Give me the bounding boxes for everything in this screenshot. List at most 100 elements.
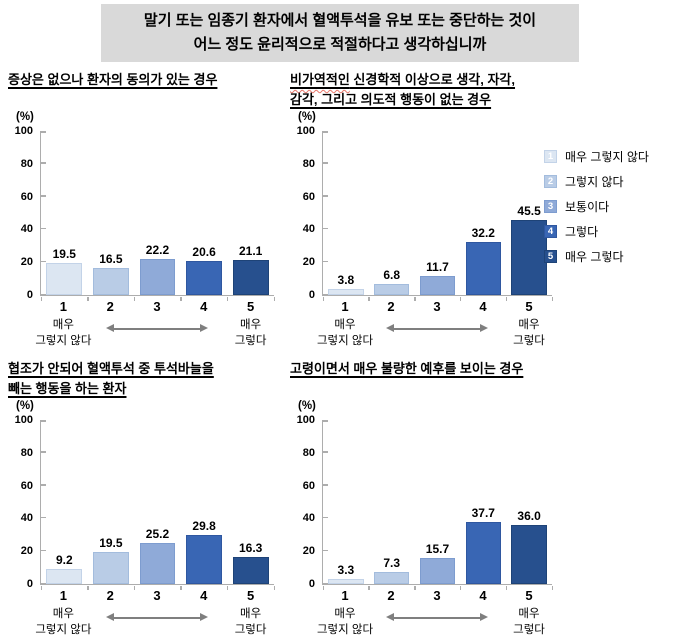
bar-slot: 36.0 xyxy=(506,509,552,584)
legend-item: 3 보통이다 xyxy=(544,198,676,215)
anchor-right-line: 그렇다 xyxy=(234,623,267,635)
category-boundary-tick xyxy=(414,586,416,590)
y-tick-mark xyxy=(323,131,328,133)
x-tick-label: 3 xyxy=(433,588,441,603)
page-title: 말기 또는 임종기 환자에서 혈액투석을 유보 또는 중단하는 것이 어느 정도… xyxy=(101,4,579,62)
arrow-head-left-icon xyxy=(105,613,114,621)
bar-slot: 7.3 xyxy=(369,556,415,584)
y-tick-mark xyxy=(41,516,46,519)
bar-category-1: 3.8 xyxy=(328,273,364,295)
category-boundary-tick xyxy=(322,586,324,590)
range-arrow xyxy=(386,613,488,622)
x-tick-label: 5 xyxy=(246,299,255,314)
bar-category-4: 37.7 xyxy=(465,506,501,584)
y-tick-mark xyxy=(323,162,328,164)
legend-item: 1 매우 그렇지 않다 xyxy=(544,148,676,165)
y-tick-mark xyxy=(323,516,328,519)
y-tick-mark xyxy=(323,582,328,584)
y-tick-label: 60 xyxy=(302,190,315,203)
anchor-right-line: 매우 xyxy=(240,319,262,331)
bar-slot: 3.3 xyxy=(323,563,369,584)
anchor-right-line: 그렇다 xyxy=(513,623,545,635)
bar-category-1: 3.3 xyxy=(328,563,364,584)
chart-title: 증상은 없으나 환자의 동의가 있는 경우 xyxy=(6,70,288,111)
bar-category-4: 32.2 xyxy=(465,226,501,295)
y-axis-unit-label: (%) xyxy=(298,111,316,123)
bar-value-label: 21.1 xyxy=(238,244,263,259)
bar-category-2: 19.5 xyxy=(92,536,129,584)
category-boundary-tick xyxy=(505,297,508,301)
category-boundary-tick xyxy=(368,586,370,590)
chart-title-line: 증상은 없으나 환자의 동의가 있는 경우 xyxy=(8,70,288,90)
x-axis-annotations: 매우 그렇지 않다 매우 그렇다 xyxy=(35,317,274,355)
legend-label: 매우 그렇다 xyxy=(565,250,624,264)
x-axis-labels: 1 2 3 4 5 xyxy=(40,299,274,317)
page-title-line-1: 말기 또는 임종기 환자에서 혈액투석을 유보 또는 중단하는 것이 xyxy=(143,12,537,29)
category-boundary-tick xyxy=(459,586,462,590)
legend-label: 보통이다 xyxy=(565,200,610,214)
category-boundary-tick xyxy=(368,297,370,301)
chart-title-line: 빼는 행동을 하는 환자 xyxy=(8,379,288,399)
anchor-label-left: 매우 그렇지 않다 xyxy=(35,318,91,349)
y-tick-mark xyxy=(41,451,46,453)
chart-title-line: 감각, 그리고 의도적 행동이 없는 경우 xyxy=(290,90,566,110)
chart-title-line: 고령이면서 매우 불량한 예후를 보이는 경우 xyxy=(290,359,566,379)
arrow-line xyxy=(391,616,483,619)
legend-swatch: 5 xyxy=(544,250,557,263)
arrow-line xyxy=(110,616,204,619)
category-boundary-tick xyxy=(459,297,462,301)
legend-label: 그렇다 xyxy=(565,225,599,239)
chart-title-text: 빼는 행동을 하는 환자 xyxy=(8,380,127,396)
bar-value-label: 16.5 xyxy=(99,251,123,266)
bar-category-3: 11.7 xyxy=(419,260,456,295)
anchor-label-right: 매우 그렇다 xyxy=(235,607,267,635)
arrow-head-right-icon xyxy=(200,324,209,332)
bar-value-label: 7.3 xyxy=(383,556,401,571)
plot-column: 9.2 19.5 25.2 29.8 16.3 1 2 3 4 5 매우 그렇지 않다 매우 그렇다 xyxy=(35,420,288,635)
y-tick-mark xyxy=(41,484,46,486)
bar-slot: 22.2 xyxy=(134,243,181,295)
bar-value-label: 9.2 xyxy=(55,552,73,567)
x-tick-label: 5 xyxy=(525,588,533,603)
anchor-left-line: 매우 xyxy=(52,608,74,620)
chart-grid: 증상은 없으나 환자의 동의가 있는 경우 (%) 0 20 40 60 80 100 1… xyxy=(0,70,680,635)
anchor-left-line: 그렇지 않다 xyxy=(316,623,374,635)
category-boundary-tick xyxy=(226,297,229,301)
bar-slot: 32.2 xyxy=(460,226,506,295)
category-boundary-tick xyxy=(180,586,182,590)
y-tick-label: 60 xyxy=(20,479,33,492)
bar-value-label: 22.2 xyxy=(145,242,170,257)
y-tick-label: 40 xyxy=(302,223,315,236)
bar-category-5: 21.1 xyxy=(232,244,269,295)
bar-slot: 29.8 xyxy=(181,519,228,584)
page-title-line-2: 어느 정도 윤리적으로 적절하다고 생각하십니까 xyxy=(193,36,487,53)
anchor-left-line: 그렇지 않다 xyxy=(316,334,374,347)
y-tick-mark xyxy=(323,549,328,552)
bar-value-label: 11.7 xyxy=(426,259,449,274)
bar-category-3: 22.2 xyxy=(139,243,176,295)
bar-category-5: 16.3 xyxy=(232,541,269,584)
plot-area: 9.2 19.5 25.2 29.8 16.3 xyxy=(40,420,275,590)
bar-value-label: 32.2 xyxy=(471,226,495,241)
y-axis: 0 20 40 60 80 100 xyxy=(288,125,322,301)
x-tick-label: 1 xyxy=(341,299,349,314)
bar-category-4: 29.8 xyxy=(186,519,223,584)
anchor-label-right: 매우 그렇다 xyxy=(235,318,267,349)
y-axis-unit-label: (%) xyxy=(16,111,34,123)
plot-area: 19.5 16.5 22.2 20.6 21.1 xyxy=(40,131,275,301)
chart-title-text: 증상은 없으나 환자의 동의가 있는 경우 xyxy=(8,72,218,87)
legend-item: 5 매우 그렇다 xyxy=(544,248,676,265)
anchor-left-line: 매우 xyxy=(334,608,356,620)
arrow-line xyxy=(110,327,204,330)
chart-panel: 고령이면서 매우 불량한 예후를 보이는 경우 (%) 0 20 40 60 80 100… xyxy=(288,359,566,635)
x-axis-annotations: 매우 그렇지 않다 매우 그렇다 xyxy=(317,606,552,635)
y-tick-label: 60 xyxy=(302,479,315,492)
bar-slot: 25.2 xyxy=(134,527,181,584)
y-tick-mark xyxy=(323,420,328,422)
y-tick-mark xyxy=(41,195,46,197)
category-boundary-tick xyxy=(133,297,136,301)
x-tick-label: 1 xyxy=(59,299,68,314)
anchor-left-line: 그렇지 않다 xyxy=(35,334,92,347)
x-tick-label: 3 xyxy=(433,299,441,314)
category-boundary-tick xyxy=(551,586,553,590)
